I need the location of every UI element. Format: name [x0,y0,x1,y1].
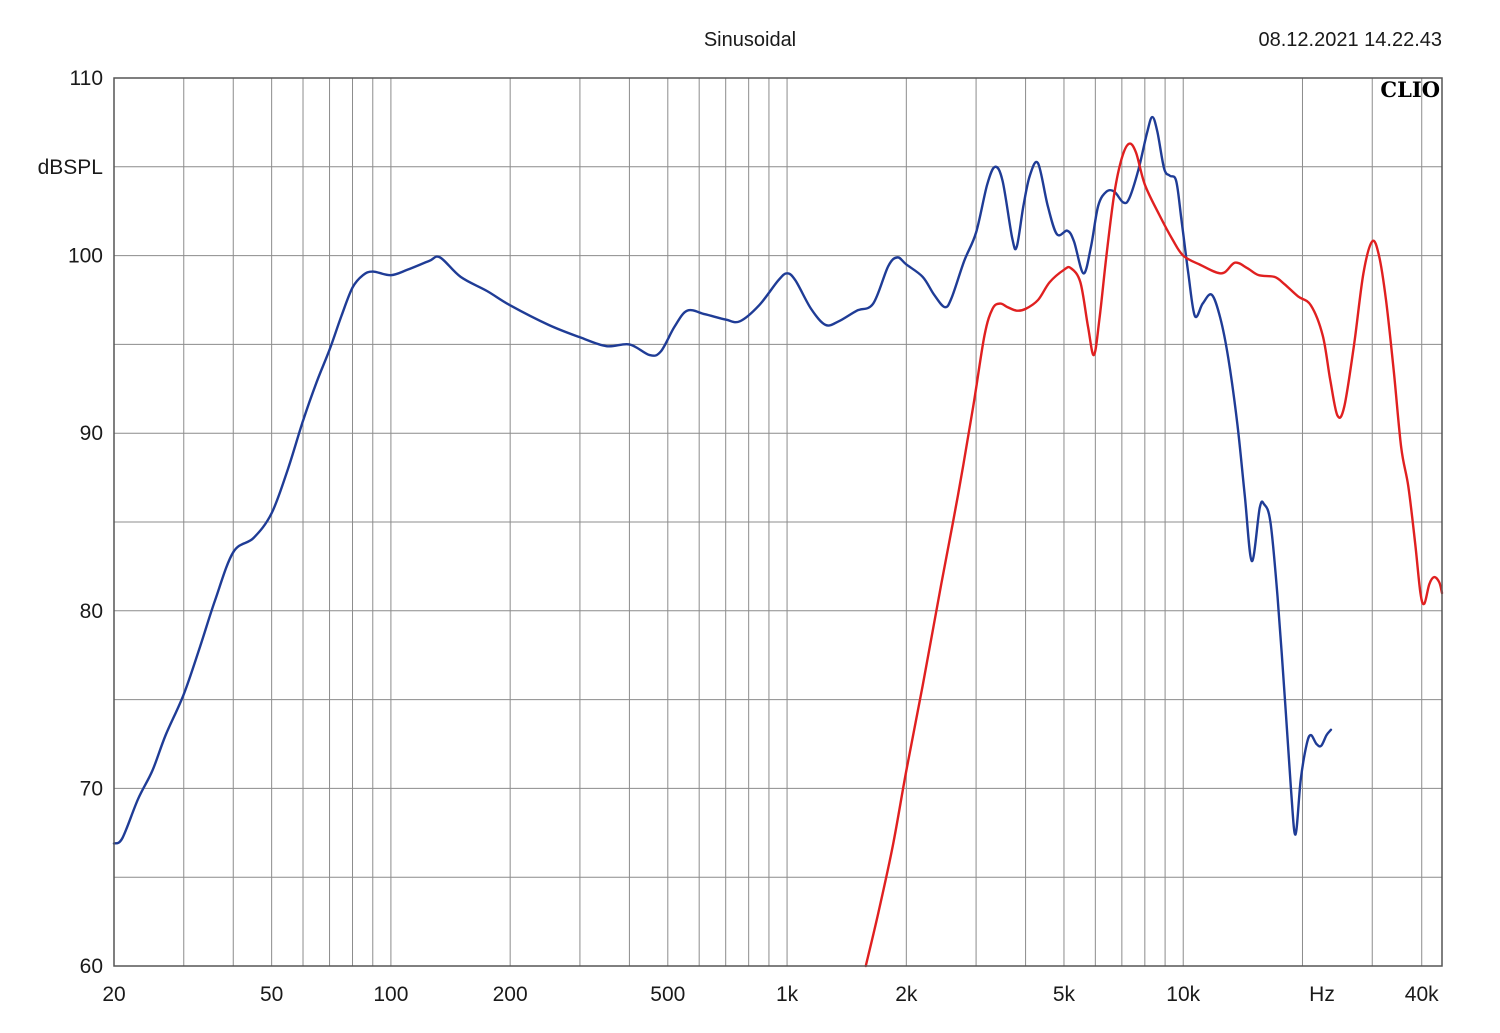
x-tick-label: 40k [1405,983,1439,1006]
x-tick-label: 100 [373,983,408,1006]
x-tick-label: 5k [1053,983,1076,1006]
y-tick-label: 100 [68,245,103,268]
x-tick-label: 10k [1166,983,1200,1006]
response-curve-red [864,142,1444,968]
clio-brand-logo: CLIO [1380,77,1440,102]
y-tick-label: 90 [80,422,103,445]
plot-frame [113,77,1443,967]
y-tick-label: 80 [80,600,103,623]
series-layer [112,115,1444,968]
measurement-mode: Sinusoidal [704,29,796,51]
x-axis-unit-label: Hz [1309,983,1335,1006]
response-curve-blue [112,115,1333,845]
y-tick-label: 70 [80,777,103,800]
x-tick-label: 2k [895,983,918,1006]
y-tick-label: 60 [80,955,103,978]
grid-lines [114,78,1442,966]
x-tick-label: 500 [650,983,685,1006]
x-tick-labels: 20 50 100 200 500 1k 2k 5k 10k 40k [102,983,1439,1006]
x-tick-label: 20 [102,983,125,1006]
x-tick-label: 50 [260,983,283,1006]
y-tick-label: 110 [70,67,103,90]
x-tick-label: 1k [776,983,799,1006]
measurement-timestamp: 08.12.2021 14.22.43 [1258,29,1442,51]
y-axis-unit-label: dBSPL [38,156,103,179]
x-tick-label: 200 [493,983,528,1006]
y-tick-labels: 60 70 80 90 100 110 [68,67,103,978]
